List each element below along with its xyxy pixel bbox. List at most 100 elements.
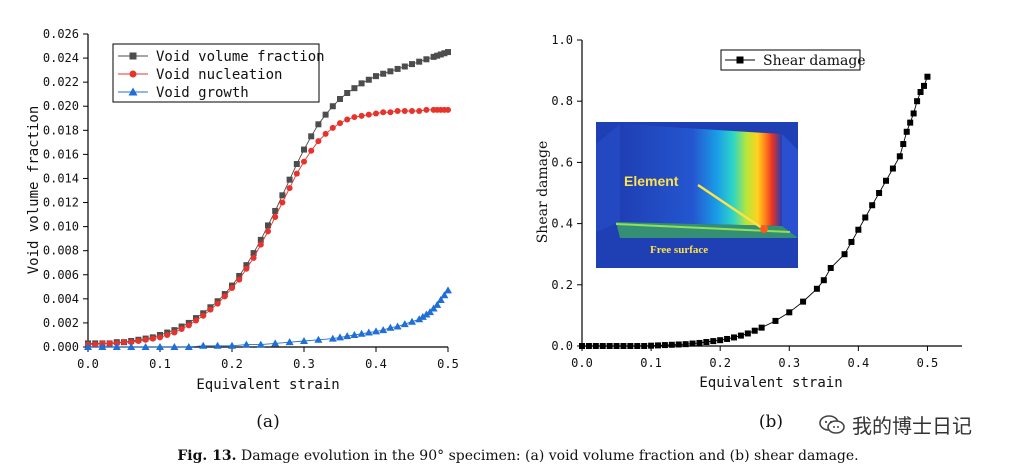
data-point-void-growth <box>429 304 438 312</box>
y-tick-label: 0.8 <box>551 94 573 108</box>
data-point-shear-damage <box>813 285 820 292</box>
data-point-void-nucleation <box>394 108 401 115</box>
data-point-void-growth <box>336 333 344 341</box>
data-point-void-volume-fraction <box>441 50 448 57</box>
data-point-void-volume-fraction <box>434 52 441 59</box>
data-point-void-volume-fraction <box>315 121 322 128</box>
data-point-void-growth <box>418 312 427 320</box>
data-point-shear-damage <box>592 343 599 349</box>
y-tick-label: 0.024 <box>43 51 79 65</box>
data-point-void-growth <box>444 286 452 294</box>
data-point-void-volume-fraction <box>272 207 279 214</box>
data-point-void-volume-fraction <box>344 89 351 96</box>
data-point-void-volume-fraction <box>236 272 243 279</box>
y-axis-label-a: Void volume fraction <box>26 106 42 275</box>
data-point-void-nucleation <box>308 147 315 154</box>
data-point-shear-damage <box>917 89 924 96</box>
data-point-void-growth <box>357 329 366 337</box>
data-point-shear-damage <box>710 338 717 345</box>
data-point-shear-damage <box>924 73 931 80</box>
data-point-void-volume-fraction <box>358 80 365 87</box>
data-point-shear-damage <box>751 327 758 334</box>
data-point-void-volume-fraction <box>394 65 401 72</box>
data-point-void-nucleation <box>142 336 149 343</box>
data-point-void-growth <box>156 343 164 350</box>
legend-marker-shear-damage <box>736 56 744 64</box>
x-tick-label: 0.0 <box>77 357 99 371</box>
data-point-shear-damage <box>862 214 869 221</box>
data-point-shear-damage <box>800 298 807 305</box>
x-tick-label: 0.5 <box>917 356 939 370</box>
x-tick-label: 0.0 <box>571 356 593 370</box>
legend-label-void-growth: Void growth <box>156 85 249 101</box>
x-tick-label: 0.1 <box>640 356 662 370</box>
y-tick-label: 0.0 <box>551 339 573 353</box>
data-point-void-volume-fraction <box>322 111 329 118</box>
data-point-void-growth <box>228 341 236 349</box>
legend-marker-void-nucleation <box>129 70 137 78</box>
data-point-void-nucleation <box>265 228 271 235</box>
data-point-shear-damage <box>613 343 620 349</box>
x-tick-label: 0.1 <box>149 357 171 371</box>
legend-a: Void volume fraction Void nucleation Void … <box>112 43 325 103</box>
data-point-void-volume-fraction <box>337 96 343 103</box>
data-point-shear-damage <box>634 343 641 349</box>
panel-label-a: (a) <box>256 412 279 432</box>
data-point-void-volume-fraction <box>380 70 387 77</box>
data-point-void-growth <box>426 308 434 316</box>
legend-box-b <box>720 49 861 71</box>
y-tick-label: 0.026 <box>43 27 79 41</box>
data-point-void-nucleation <box>373 110 379 117</box>
data-point-shear-damage <box>876 190 883 196</box>
data-point-void-nucleation <box>315 138 322 145</box>
data-point-void-nucleation <box>135 337 142 344</box>
data-point-shear-damage <box>661 342 668 349</box>
data-point-void-nucleation <box>358 112 365 119</box>
y-axis-label-b: Shear damage <box>535 141 551 244</box>
figure-caption: Fig. 13. Damage evolution in the 90° spe… <box>0 448 1036 464</box>
data-point-shear-damage <box>675 341 682 348</box>
x-tick-label: 0.4 <box>848 356 870 370</box>
data-point-void-growth <box>400 320 409 328</box>
data-point-void-nucleation <box>149 335 156 342</box>
data-point-void-growth <box>433 300 442 308</box>
data-point-shear-damage <box>737 332 744 339</box>
data-point-void-growth <box>364 328 373 336</box>
chart-void-volume-fraction: 0.0 0.1 0.2 0.3 0.4 0.5 0.000 0.002 0.004 0.006 0… <box>26 27 459 432</box>
data-point-void-nucleation <box>329 124 336 131</box>
data-point-shear-damage <box>921 82 927 89</box>
data-point-void-nucleation <box>164 331 171 338</box>
data-point-shear-damage <box>820 277 827 284</box>
data-point-void-growth <box>328 334 337 342</box>
data-point-void-nucleation <box>344 116 351 123</box>
data-point-void-nucleation <box>272 213 279 220</box>
y-tick-label: 0.010 <box>43 220 79 234</box>
data-point-void-growth <box>393 322 402 330</box>
data-point-shear-damage <box>910 110 917 117</box>
data-point-void-nucleation <box>279 199 286 206</box>
data-point-void-volume-fraction <box>365 76 372 83</box>
chart-shear-damage: 0.0 0.1 0.2 0.3 0.4 0.5 0.0 0.2 0.4 0.6 0.8 1.0 Eq… <box>535 33 962 432</box>
data-point-void-growth <box>436 296 445 304</box>
watermark: 我的博士日记 <box>818 410 972 439</box>
x-tick-label: 0.5 <box>437 357 459 371</box>
y-tick-label: 0.014 <box>43 171 79 185</box>
data-point-shear-damage <box>682 341 689 348</box>
data-point-shear-damage <box>889 165 896 172</box>
data-point-void-volume-fraction <box>416 58 423 65</box>
data-point-void-nucleation <box>121 339 127 346</box>
data-point-void-growth <box>98 343 107 350</box>
data-point-void-volume-fraction <box>286 176 293 183</box>
legend-b: Shear damage <box>720 49 866 71</box>
data-point-void-nucleation <box>106 340 113 347</box>
data-point-void-growth <box>271 339 280 347</box>
data-point-void-volume-fraction <box>279 192 286 199</box>
data-point-void-nucleation <box>380 109 387 116</box>
y-tick-label: 0.020 <box>43 99 79 113</box>
data-point-void-nucleation <box>221 293 228 300</box>
data-point-void-nucleation <box>207 306 214 313</box>
data-point-void-volume-fraction <box>401 63 408 70</box>
data-point-shear-damage <box>907 119 914 126</box>
data-point-shear-damage <box>855 226 862 233</box>
data-point-shear-damage <box>724 335 731 342</box>
